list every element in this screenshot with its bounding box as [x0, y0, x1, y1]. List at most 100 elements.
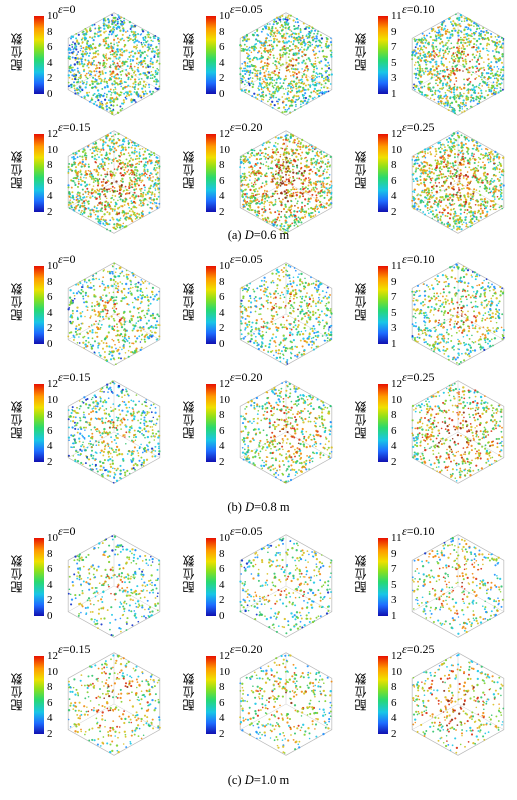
particle [85, 199, 87, 202]
particle [302, 97, 305, 100]
particle [156, 80, 158, 83]
particle [109, 66, 112, 69]
particle [326, 165, 329, 168]
particle [142, 80, 146, 83]
particle [281, 111, 284, 114]
subplot-panel: ε=0.25 配位数 12 10 8 6 4 2 [350, 120, 517, 238]
particle [141, 204, 144, 207]
particle [478, 53, 481, 55]
particle [110, 162, 113, 164]
particle [455, 96, 458, 99]
particle [145, 173, 148, 175]
particle [476, 96, 480, 99]
particle [308, 24, 311, 27]
particle [87, 193, 90, 195]
particle [281, 147, 284, 150]
particle [277, 77, 280, 80]
particle [112, 38, 116, 42]
particle [101, 190, 104, 193]
particle [276, 29, 279, 32]
particle [269, 167, 272, 170]
particle [424, 61, 427, 64]
particle [446, 95, 449, 98]
particle [288, 70, 291, 73]
particle [449, 21, 452, 23]
particle [293, 28, 296, 31]
particle [421, 93, 424, 96]
particle [94, 149, 98, 152]
particle [133, 152, 136, 155]
particle [118, 226, 122, 229]
epsilon-symbol: ε [402, 2, 407, 16]
particle [330, 185, 333, 187]
particle [87, 202, 90, 205]
particle [109, 101, 112, 104]
particle [245, 184, 248, 187]
particle [327, 204, 330, 207]
particle [114, 92, 117, 95]
particle [131, 195, 134, 198]
particle [144, 157, 148, 160]
particle [327, 67, 331, 70]
particle [463, 86, 466, 89]
particle [73, 42, 77, 45]
particle [487, 64, 490, 67]
particle [126, 85, 128, 88]
epsilon-symbol: ε [230, 120, 235, 134]
particle [73, 182, 76, 184]
particle [153, 182, 156, 185]
particle [244, 67, 247, 70]
particle [279, 32, 282, 35]
particle [142, 202, 145, 205]
particle [117, 212, 121, 215]
particle [92, 185, 95, 187]
particle [142, 173, 146, 176]
particle [141, 210, 144, 213]
particle [313, 207, 316, 210]
particle [478, 84, 481, 87]
particle [296, 166, 299, 169]
particle [248, 74, 251, 76]
particle [114, 16, 117, 19]
particle [413, 72, 416, 75]
colorbar-tick-label: 4 [391, 190, 397, 203]
particle [449, 79, 452, 82]
particle-cube-plot [67, 130, 161, 234]
particle [427, 70, 429, 73]
particle [470, 94, 473, 97]
particle [254, 96, 257, 99]
particle [453, 88, 456, 90]
particle [116, 44, 119, 47]
particle [256, 190, 259, 193]
particle [149, 185, 152, 188]
particle [299, 31, 302, 34]
particle [262, 192, 265, 195]
particle [282, 18, 285, 21]
particle [71, 201, 74, 203]
particle [243, 199, 246, 203]
particle [111, 22, 114, 26]
particle [251, 47, 254, 50]
particle [123, 211, 126, 214]
particle [93, 206, 96, 209]
particle [299, 29, 302, 31]
particle [97, 171, 100, 174]
particle [448, 106, 451, 109]
particle [309, 31, 312, 34]
particle [463, 92, 465, 95]
particle [142, 199, 145, 202]
particle [84, 59, 87, 62]
particle [130, 165, 133, 169]
particle [139, 83, 142, 85]
particle [146, 40, 149, 42]
particle [260, 30, 263, 33]
particle [324, 76, 327, 79]
particle [149, 201, 152, 204]
particle [240, 44, 243, 47]
particle [302, 181, 304, 183]
particle [148, 83, 150, 86]
particle [256, 58, 259, 61]
particle [286, 227, 289, 230]
particle [77, 180, 80, 183]
particle [465, 26, 468, 29]
